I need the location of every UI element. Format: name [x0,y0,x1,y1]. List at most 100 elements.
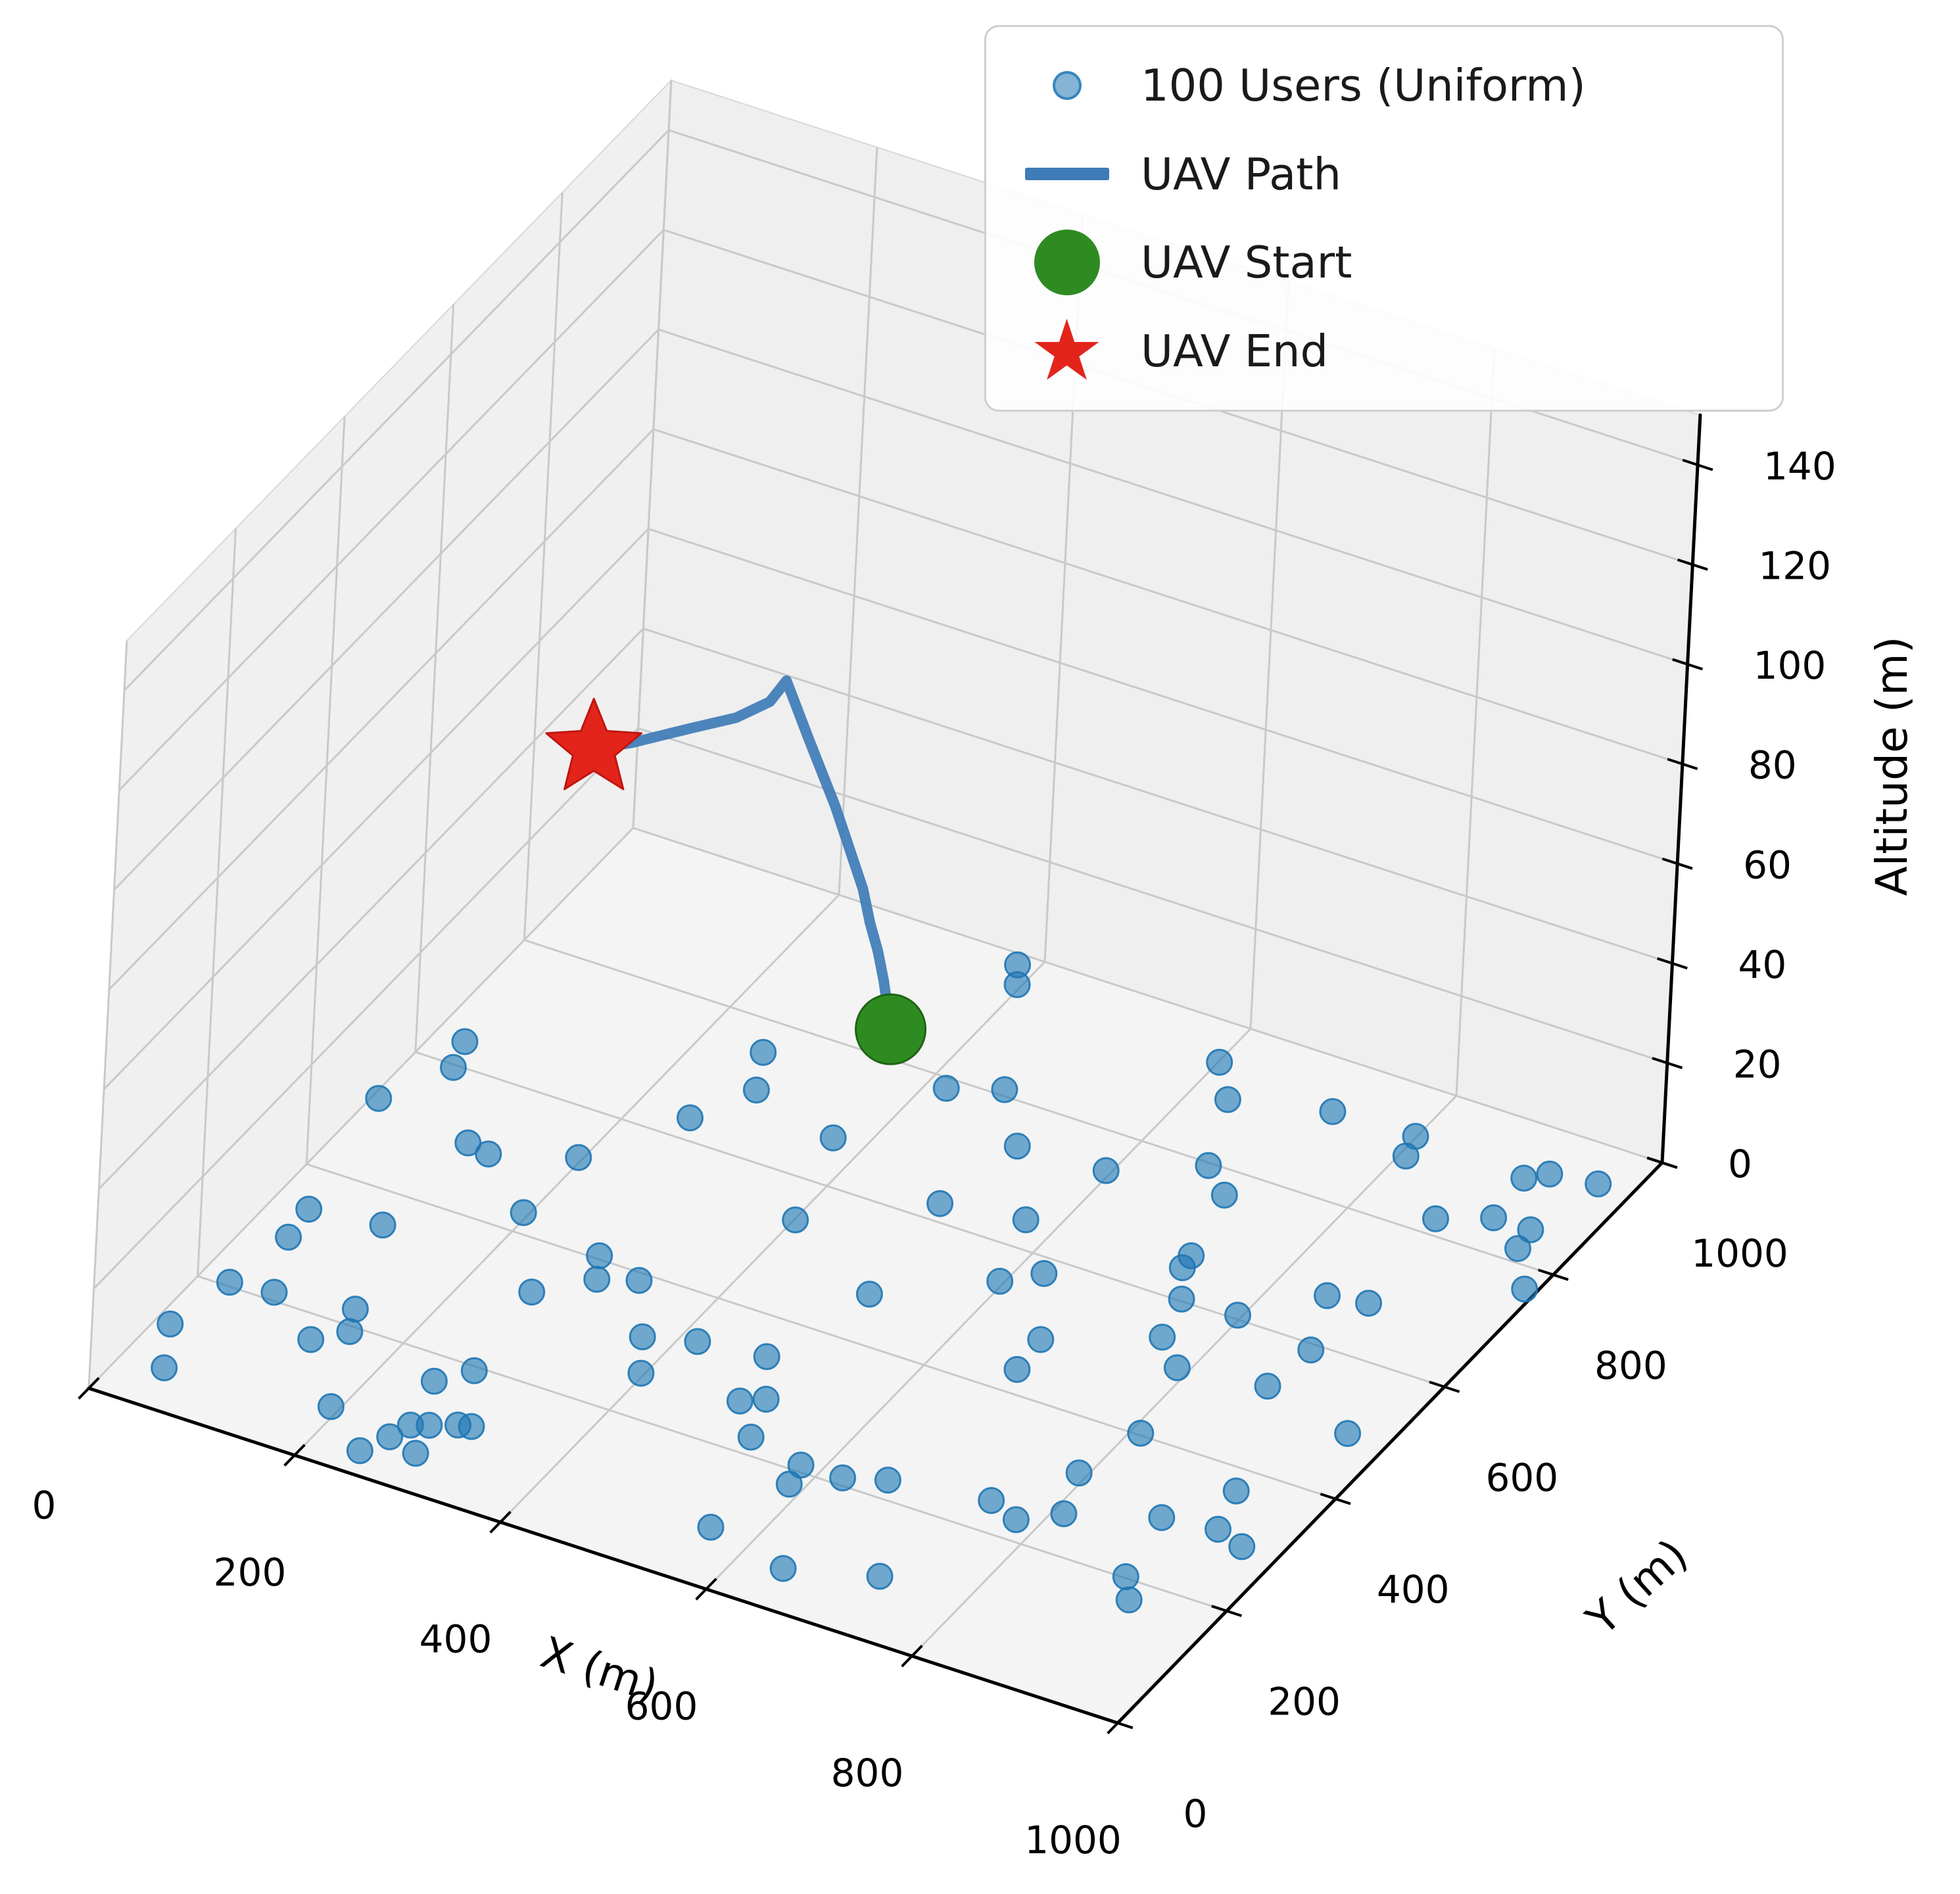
user-dot [874,1467,901,1494]
user-dot [677,1104,704,1132]
user-dot [216,1269,243,1296]
user-dot [1027,1326,1055,1353]
tick [78,1376,100,1400]
user-dot [769,1555,797,1582]
user-dot [1195,1152,1222,1179]
user-dot [451,1028,479,1056]
user-dot [402,1440,429,1467]
z-tick-label: 120 [1758,544,1831,589]
legend-label-path: UAV Path [1141,148,1341,200]
tick-marks [78,458,1713,1735]
user-dot [376,1423,404,1451]
gridline [633,827,1663,1164]
z-tick-label: 140 [1763,444,1836,489]
user-dot [336,1318,364,1346]
user-dot [1002,1506,1030,1534]
user-dot [1224,1301,1251,1329]
user-dot [1517,1216,1544,1244]
user-dot [752,1386,780,1413]
tick [1682,458,1713,472]
gridline [93,727,639,1290]
legend-item-path: UAV Path [993,130,1775,219]
tick [1677,558,1708,571]
z-tick-label: 20 [1733,1042,1782,1086]
user-dot [297,1326,325,1353]
legend-item-users: 100 Users (Uniform) [993,41,1775,130]
user-dot [625,1267,653,1294]
gridline [103,528,650,1090]
user-dot [1319,1098,1347,1125]
y-tick-label: 600 [1485,1455,1558,1500]
tick [1652,1057,1683,1069]
user-dot [1206,1048,1233,1076]
user-dot [932,1075,960,1102]
tick [901,1645,923,1668]
tick [1661,857,1693,870]
gridline [653,428,1683,765]
user-dot [1510,1165,1538,1192]
gridline [123,129,670,691]
y-tick-label: 400 [1377,1567,1450,1612]
user-dot [978,1487,1005,1515]
user-dot [1168,1285,1195,1313]
x-tick-label: 200 [214,1550,287,1595]
user-dot [1355,1290,1382,1317]
user-dot [460,1357,488,1384]
uav-path-line [588,675,896,1035]
user-dot [1012,1206,1040,1234]
uav-end-marker [545,698,642,790]
gridline [1116,1161,1664,1725]
gridline [305,416,346,1165]
user-dot [1065,1459,1093,1487]
user-dot [1178,1242,1205,1269]
user-dot [440,1054,467,1081]
path-line-icon [993,168,1141,181]
gridline [1660,413,1702,1165]
gridline [98,627,644,1190]
x-tick-label: 800 [831,1751,904,1795]
tick [1429,1380,1460,1394]
axis-spines [87,413,1702,1725]
gridline [838,147,878,895]
gridline [306,1163,1336,1500]
gridline [632,80,673,829]
user-dot [341,1296,369,1323]
z-axis-title: Altitude (m) [1867,637,1917,896]
legend-label-users: 100 Users (Uniform) [1141,60,1586,112]
tick [1102,1716,1134,1730]
user-dot [260,1278,288,1306]
user-dot [1314,1282,1341,1309]
user-dot [1210,1181,1238,1209]
user-dot [458,1413,485,1440]
gridline [108,428,654,990]
user-dot [697,1513,725,1541]
user-dot [1392,1142,1420,1170]
z-tick-label: 80 [1748,743,1797,788]
user-dot [420,1367,448,1395]
user-dot [1205,1515,1231,1543]
gridline [523,938,1554,1276]
user-dot [1334,1420,1362,1447]
tick [1672,658,1704,671]
users-dot-icon [993,71,1141,101]
gridline [197,528,237,1276]
user-dot [775,1470,803,1498]
user-dot [510,1199,537,1226]
user-dot [1003,971,1031,998]
user-dot [346,1437,373,1465]
gridline [197,1275,1228,1613]
user-dot [1504,1235,1531,1262]
tick [1656,957,1688,970]
user-dot [295,1196,323,1223]
gridline [705,1028,1252,1590]
user-dot [1163,1354,1191,1382]
tick [695,1578,717,1601]
user-dot [629,1323,656,1351]
z-tick-label: 60 [1743,842,1792,887]
user-dot [518,1278,546,1306]
y-tick-label: 0 [1183,1791,1208,1836]
gridline [1455,348,1496,1096]
user-dot [986,1267,1014,1295]
user-dot [855,1280,883,1308]
